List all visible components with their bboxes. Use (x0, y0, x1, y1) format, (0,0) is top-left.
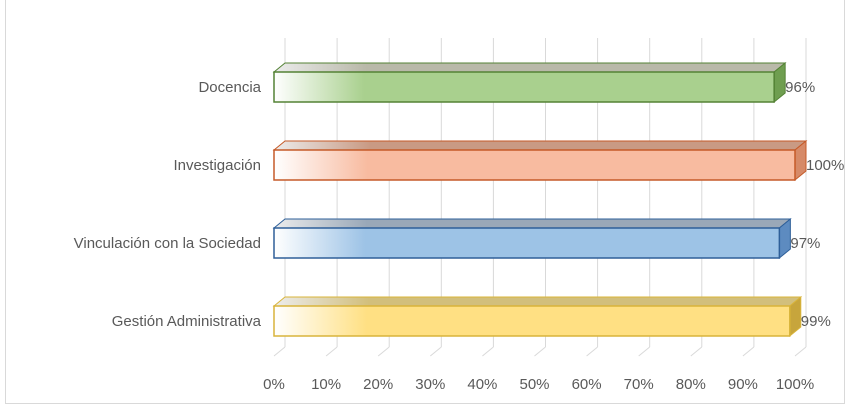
bars (272, 61, 808, 338)
bar-vinculacion-con-la-sociedad (272, 217, 792, 260)
category-labels: Docencia Investigación Vinculación con la … (74, 79, 262, 330)
gridline-floor (586, 346, 598, 357)
x-tick-label: 0% (263, 376, 285, 393)
x-axis-ticks: 0% 10% 20% 30% 40% 50% 60% 70% 80% 90% 100% (263, 376, 814, 393)
gridline-floor (273, 346, 286, 357)
x-tick-label: 60% (572, 376, 602, 393)
gridline-floor (742, 346, 755, 357)
chart-frame (5, 0, 845, 404)
data-label-vinculacion-con-la-sociedad: 97% (790, 235, 820, 252)
category-label-docencia: Docencia (198, 79, 261, 96)
gridline-floor (638, 346, 651, 357)
bar-gestion-administrativa-top (272, 296, 803, 307)
category-label-vinculacion-con-la-sociedad: Vinculación con la Sociedad (74, 235, 261, 252)
bar-docencia-front (273, 71, 775, 103)
gridline-floor (690, 346, 703, 357)
gridline-floor (534, 346, 546, 357)
x-tick-label: 80% (676, 376, 706, 393)
gridline-floor (429, 346, 442, 357)
data-label-gestion-administrativa: 99% (801, 313, 831, 330)
x-tick-label: 50% (519, 376, 549, 393)
bar-investigacion-front (273, 149, 796, 181)
bar-gestion-administrativa (272, 295, 803, 338)
bar-gestion-administrativa-front (273, 305, 791, 337)
gridline-floor (325, 346, 338, 357)
gridline-floor (794, 346, 807, 357)
category-label-gestion-administrativa: Gestión Administrativa (112, 313, 262, 330)
x-tick-label: 10% (311, 376, 341, 393)
x-tick-label: 70% (624, 376, 654, 393)
data-label-investigacion: 100% (806, 157, 844, 174)
x-tick-label: 30% (415, 376, 445, 393)
category-label-investigacion: Investigación (173, 157, 261, 174)
x-tick-label: 100% (776, 376, 814, 393)
gridline-floor (482, 346, 494, 357)
x-tick-label: 90% (728, 376, 758, 393)
gridline-floor (377, 346, 390, 357)
data-labels: 96% 100% 97% 99% (785, 79, 844, 330)
bar-investigacion-top (272, 140, 808, 151)
bar-docencia-top (272, 62, 787, 73)
bar-investigacion (272, 139, 808, 182)
data-label-docencia: 96% (785, 79, 815, 96)
bar-vinculacion-con-la-sociedad-top (272, 218, 792, 229)
x-tick-label: 40% (467, 376, 497, 393)
x-tick-label: 20% (363, 376, 393, 393)
bar-docencia (272, 61, 787, 104)
bar-vinculacion-con-la-sociedad-front (273, 227, 781, 259)
